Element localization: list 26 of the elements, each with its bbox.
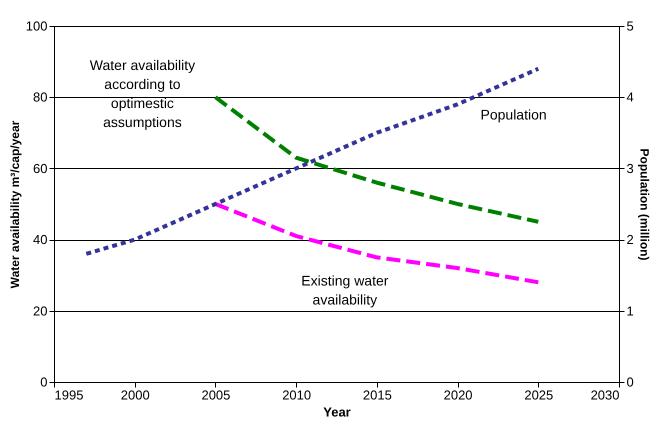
y-tick-label: 60 bbox=[33, 160, 48, 176]
y2-tick-label: 1 bbox=[626, 303, 634, 318]
y2-tick-label: 0 bbox=[626, 374, 634, 390]
y-tick-label: 80 bbox=[33, 90, 48, 105]
y2-axis-title: Population (million) bbox=[638, 148, 652, 260]
y-axis-title: Water availability m³/cap/year bbox=[8, 120, 22, 288]
y2-tick-label: 3 bbox=[626, 160, 634, 176]
x-tick-label: 2015 bbox=[362, 388, 392, 402]
y2-tick-label: 5 bbox=[626, 18, 634, 34]
x-axis-title: Year bbox=[323, 404, 351, 420]
y-tick-label: 100 bbox=[26, 18, 48, 34]
y2-tick-label: 4 bbox=[626, 90, 634, 105]
x-tick-label: 2000 bbox=[120, 388, 150, 402]
x-tick-label: 2005 bbox=[201, 388, 230, 402]
y2-tick-label: 2 bbox=[626, 232, 634, 248]
y-tick-label: 20 bbox=[33, 303, 48, 318]
series-label: Population bbox=[480, 106, 547, 122]
x-tick-label: 1995 bbox=[54, 388, 84, 402]
x-tick-label: 2030 bbox=[590, 388, 620, 402]
y-tick-label: 40 bbox=[33, 232, 48, 248]
x-tick-label: 2020 bbox=[444, 388, 473, 402]
series-label: Water availability according to optimestic assumptions bbox=[90, 57, 196, 130]
x-tick-label: 2010 bbox=[282, 388, 312, 402]
x-tick-label: 2025 bbox=[524, 388, 554, 402]
series-label: Existing water availability bbox=[301, 272, 389, 308]
y-tick-label: 0 bbox=[40, 374, 48, 390]
